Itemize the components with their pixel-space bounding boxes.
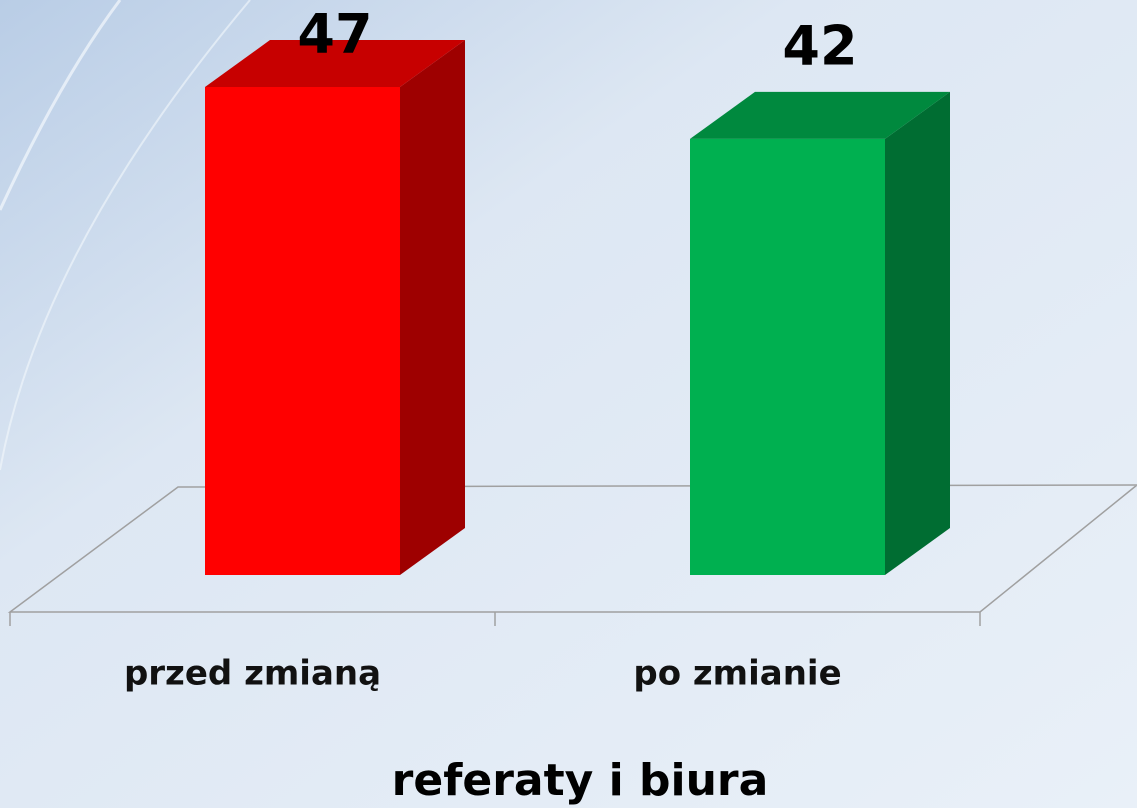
bar-side	[400, 40, 465, 575]
value-label: 47	[297, 3, 372, 66]
floor	[7, 484, 1137, 613]
bar-side	[885, 91, 950, 576]
bar-front	[205, 87, 400, 575]
bar-front	[690, 138, 885, 575]
decor	[0, 0, 122, 211]
decor	[0, 0, 251, 471]
bar	[690, 91, 950, 576]
bar	[205, 40, 465, 575]
bar-top	[690, 91, 950, 139]
value-label: 42	[782, 15, 857, 78]
x-tick-label: przed zmianą	[124, 654, 381, 694]
x-axis-title: referaty i biura	[392, 755, 769, 806]
bar-top	[205, 40, 465, 87]
x-tick-label: po zmianie	[633, 654, 841, 694]
